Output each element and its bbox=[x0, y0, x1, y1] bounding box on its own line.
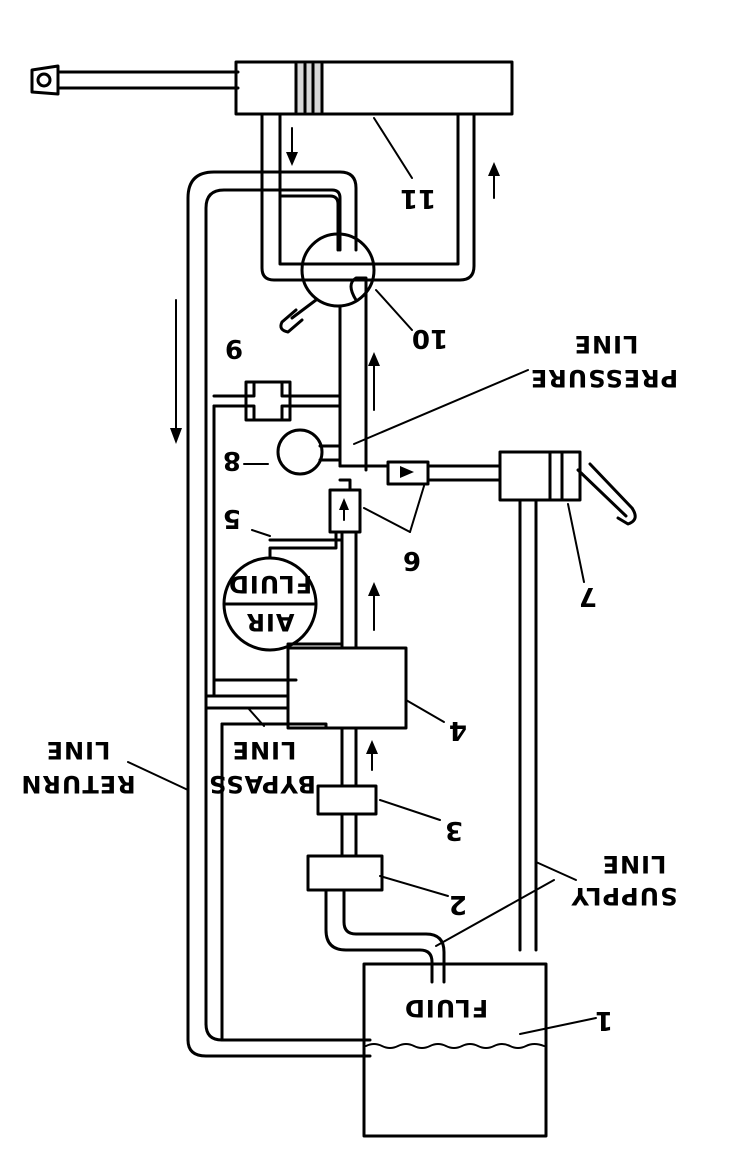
arrow-up-icon bbox=[368, 352, 380, 411]
label-10: 10 bbox=[412, 323, 448, 353]
arrow-up-icon bbox=[488, 162, 500, 199]
flow-arrows bbox=[170, 127, 500, 771]
pressure-gauge bbox=[276, 428, 342, 476]
label-11: 11 bbox=[400, 183, 436, 213]
label-reservoir-fluid: FLUID bbox=[404, 994, 488, 1022]
bypass-line bbox=[204, 706, 328, 1042]
arrow-up-icon bbox=[368, 582, 380, 631]
hand-pump bbox=[498, 450, 637, 952]
arrow-up-icon bbox=[339, 498, 349, 521]
label-return-line-1: RETURN bbox=[20, 770, 135, 798]
leader-lines bbox=[127, 117, 597, 1035]
label-pressure-line-1: PRESSURE bbox=[530, 364, 678, 392]
arrow-left-icon bbox=[400, 466, 414, 478]
label-1: 1 bbox=[595, 1005, 613, 1035]
label-8: 8 bbox=[223, 445, 241, 475]
check-valves bbox=[328, 460, 502, 534]
label-accumulator-air: AIR bbox=[246, 608, 295, 636]
arrow-down-icon bbox=[170, 299, 182, 444]
label-bypass-line-1: BYPASS bbox=[208, 770, 316, 798]
label-2: 2 bbox=[449, 889, 467, 919]
arrow-up-icon bbox=[366, 740, 378, 771]
label-supply-line-1: SUPPLY bbox=[571, 882, 678, 910]
return-line bbox=[186, 170, 364, 1058]
filter bbox=[316, 784, 378, 858]
shutoff-valve bbox=[306, 854, 446, 984]
label-supply-line-2: LINE bbox=[602, 850, 667, 878]
label-3: 3 bbox=[445, 815, 463, 845]
reservoir bbox=[360, 962, 548, 1138]
label-6: 6 bbox=[403, 545, 421, 575]
actuating-cylinder bbox=[30, 60, 514, 116]
arrow-down-icon bbox=[286, 127, 298, 166]
label-bypass-line-2: LINE bbox=[232, 736, 297, 764]
label-9: 9 bbox=[225, 333, 243, 363]
cylinder-lines bbox=[260, 112, 476, 282]
label-4: 4 bbox=[449, 715, 467, 745]
label-7: 7 bbox=[579, 581, 597, 611]
label-accumulator-fluid: FLUID bbox=[228, 570, 312, 598]
label-return-line-2: LINE bbox=[46, 736, 111, 764]
labels: 11 10 9 8 6 5 7 4 3 2 1 PRESSURE LINE RE… bbox=[20, 183, 678, 1035]
label-5: 5 bbox=[223, 503, 241, 533]
accumulator bbox=[222, 530, 338, 652]
relief-valve bbox=[244, 380, 292, 422]
label-pressure-line-2: LINE bbox=[574, 330, 639, 358]
selector-valve bbox=[279, 232, 376, 334]
pump bbox=[286, 532, 408, 788]
